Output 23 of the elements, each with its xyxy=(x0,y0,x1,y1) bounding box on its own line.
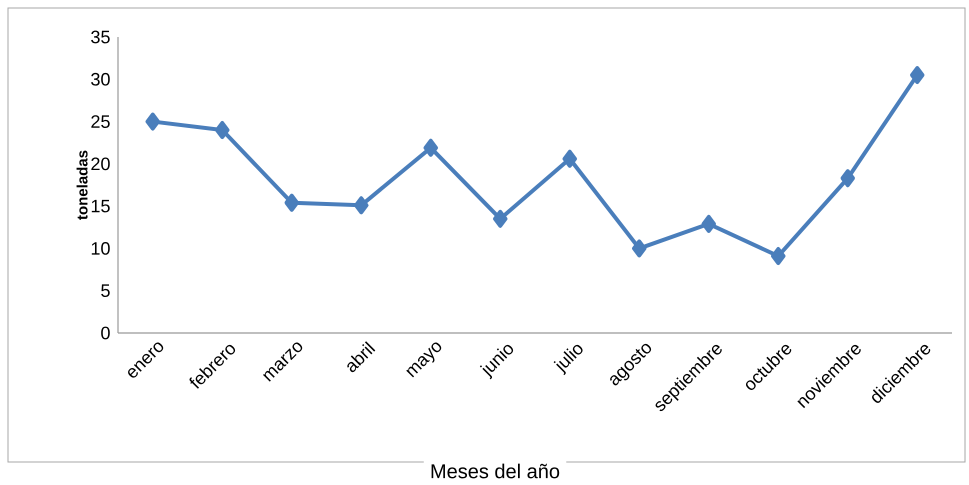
x-axis-title: Meses del año xyxy=(432,464,560,478)
point xyxy=(493,210,508,228)
point xyxy=(840,169,856,188)
point xyxy=(702,214,716,233)
x-tick-label: julio xyxy=(554,344,583,376)
point xyxy=(424,138,438,157)
point xyxy=(771,247,786,266)
point xyxy=(215,121,230,140)
y-tick-label: 20 xyxy=(91,157,110,170)
point xyxy=(910,66,925,84)
point xyxy=(632,239,647,258)
y-tick-label: 0 xyxy=(101,326,110,340)
y-tick-label: 25 xyxy=(91,115,110,128)
y-tick-label: 5 xyxy=(101,284,110,297)
point xyxy=(146,112,160,131)
y-tick-label: 15 xyxy=(92,200,110,212)
y-tick-label: 10 xyxy=(92,242,110,255)
point xyxy=(284,194,300,212)
point xyxy=(354,196,368,214)
point xyxy=(562,150,578,168)
y-axis-title: toneladas xyxy=(76,150,88,220)
y-tick-label: 35 xyxy=(91,30,110,44)
y-tick-label: 30 xyxy=(91,72,110,86)
